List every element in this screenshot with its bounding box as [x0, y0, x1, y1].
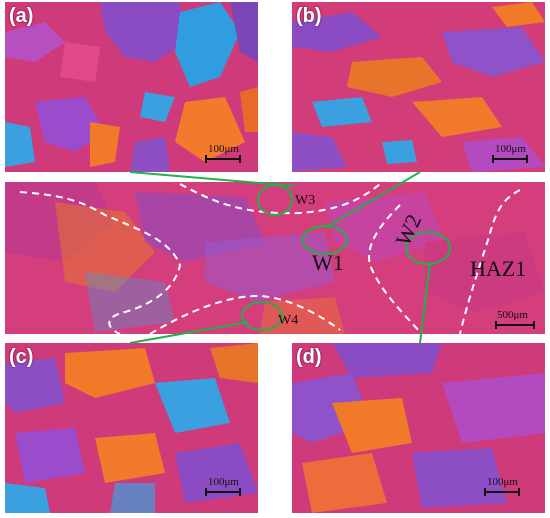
micrograph-panel-main: 500μm: [5, 182, 545, 334]
panel-label-a: (a): [9, 5, 34, 27]
panel-label-c: (c): [9, 346, 34, 368]
micrograph-d-image: [292, 343, 545, 513]
micrograph-c-image: [5, 343, 258, 513]
micrograph-panel-b: (b) 100μm: [292, 2, 545, 172]
panel-label-d: (d): [296, 346, 322, 368]
micrograph-main-image: [5, 182, 545, 334]
micrograph-a-image: [5, 2, 258, 172]
region-label-w1: W1: [312, 250, 344, 275]
micrograph-panel-d: (d) 100μm: [292, 343, 545, 513]
scale-label-c: 100μm: [208, 476, 239, 488]
scale-label-d: 100μm: [487, 476, 518, 488]
scale-bar-d: [484, 488, 520, 496]
scale-bar-a: [205, 155, 241, 163]
scale-bar-main: [495, 321, 535, 329]
scale-label-b: 100μm: [495, 143, 526, 155]
micrograph-b-image: [292, 2, 545, 172]
scale-bar-b: [492, 155, 528, 163]
region-label-w4: W4: [278, 313, 299, 328]
micrograph-panel-a: (a) 100μm: [5, 2, 258, 172]
scale-label-main: 500μm: [497, 309, 528, 321]
scale-bar-c: [205, 488, 241, 496]
region-label-haz1: HAZ1: [470, 256, 527, 281]
region-label-w3: W3: [295, 193, 316, 208]
scale-label-a: 100μm: [208, 143, 239, 155]
micrograph-panel-c: (c) 100μm: [5, 343, 258, 513]
panel-label-b: (b): [296, 5, 322, 27]
